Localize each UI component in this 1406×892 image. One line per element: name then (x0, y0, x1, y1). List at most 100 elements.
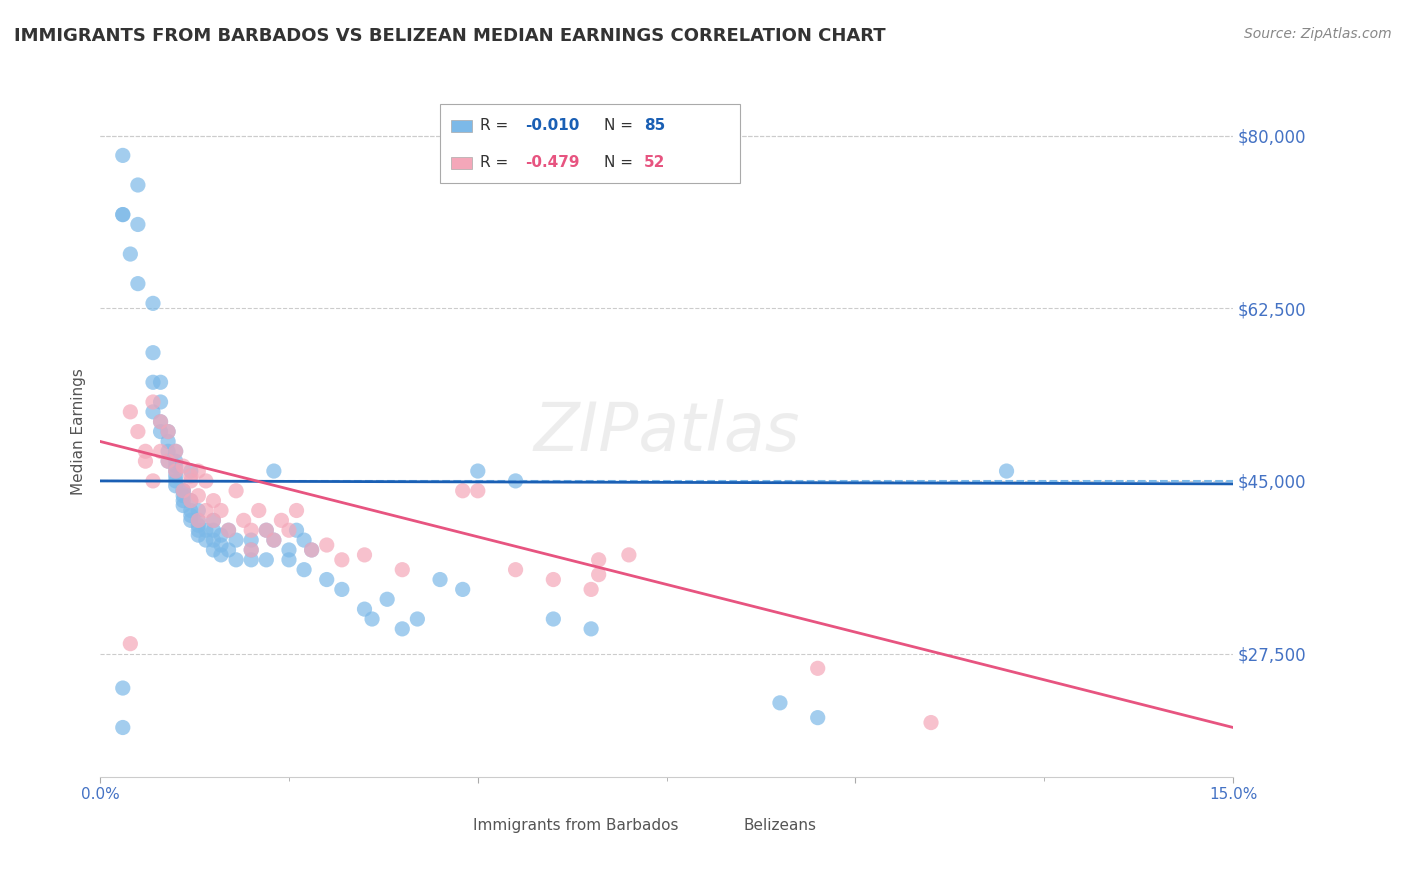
Point (588, 553, 610, 567)
Point (807, 661, 830, 675)
FancyBboxPatch shape (678, 816, 703, 836)
Point (134, 454, 156, 468)
Point (149, 415, 172, 429)
Text: R =: R = (479, 155, 508, 169)
Text: Immigrants from Barbados: Immigrants from Barbados (474, 818, 679, 832)
Text: ZIPatlas: ZIPatlas (533, 399, 800, 465)
Point (225, 553, 247, 567)
Point (194, 533, 217, 547)
Point (301, 543, 323, 558)
Text: Source: ZipAtlas.com: Source: ZipAtlas.com (1244, 27, 1392, 41)
Point (285, 503, 308, 517)
Point (157, 434, 180, 449)
Point (218, 523, 240, 537)
Point (180, 474, 202, 488)
Point (180, 508, 202, 523)
Point (172, 483, 194, 498)
Point (240, 533, 263, 547)
Point (111, 208, 134, 222)
Point (165, 454, 187, 468)
Point (165, 459, 187, 474)
Point (254, 553, 277, 567)
Point (467, 464, 489, 478)
Point (187, 528, 209, 542)
Point (240, 543, 263, 558)
Point (111, 721, 134, 735)
Point (263, 533, 285, 547)
Point (202, 533, 225, 547)
Point (127, 178, 149, 192)
Point (120, 637, 142, 651)
Point (330, 582, 353, 597)
Point (149, 376, 172, 390)
Point (225, 483, 247, 498)
Point (142, 395, 165, 409)
Point (149, 395, 172, 409)
Point (202, 513, 225, 527)
Point (142, 345, 165, 359)
Point (180, 503, 202, 517)
Point (209, 548, 232, 562)
Point (142, 474, 165, 488)
Point (187, 464, 209, 478)
Point (920, 715, 942, 730)
Point (406, 612, 429, 626)
Point (149, 425, 172, 439)
Point (278, 543, 301, 558)
Point (180, 513, 202, 527)
Point (579, 582, 602, 597)
Point (157, 425, 180, 439)
Point (451, 483, 474, 498)
Point (330, 553, 353, 567)
Point (505, 474, 527, 488)
Point (187, 513, 209, 527)
Point (278, 553, 301, 567)
Point (254, 523, 277, 537)
Point (278, 523, 301, 537)
Point (263, 464, 285, 478)
Point (172, 483, 194, 498)
Y-axis label: Median Earnings: Median Earnings (72, 368, 86, 495)
Point (505, 563, 527, 577)
Point (134, 444, 156, 458)
Text: Belizeans: Belizeans (744, 818, 817, 832)
Point (187, 518, 209, 533)
Point (451, 582, 474, 597)
Text: -0.479: -0.479 (524, 155, 579, 169)
Point (165, 444, 187, 458)
Text: N =: N = (605, 118, 633, 133)
Point (172, 493, 194, 508)
Point (142, 296, 165, 310)
Point (301, 543, 323, 558)
Point (180, 493, 202, 508)
Point (172, 459, 194, 474)
Point (165, 464, 187, 478)
Point (142, 376, 165, 390)
Point (187, 513, 209, 527)
Point (209, 538, 232, 552)
Point (429, 573, 451, 587)
Point (165, 444, 187, 458)
Point (225, 533, 247, 547)
Text: N =: N = (605, 155, 633, 169)
Point (315, 573, 337, 587)
Point (209, 528, 232, 542)
Point (120, 405, 142, 419)
Point (375, 592, 398, 607)
Point (187, 503, 209, 517)
Point (292, 533, 315, 547)
Point (165, 479, 187, 493)
Point (165, 464, 187, 478)
Point (218, 543, 240, 558)
Point (202, 523, 225, 537)
Point (218, 523, 240, 537)
Text: 85: 85 (644, 118, 665, 133)
Point (247, 503, 270, 517)
Point (209, 503, 232, 517)
Point (194, 474, 217, 488)
Point (157, 454, 180, 468)
Point (194, 503, 217, 517)
FancyBboxPatch shape (468, 816, 494, 836)
Point (127, 218, 149, 232)
Point (353, 548, 375, 562)
